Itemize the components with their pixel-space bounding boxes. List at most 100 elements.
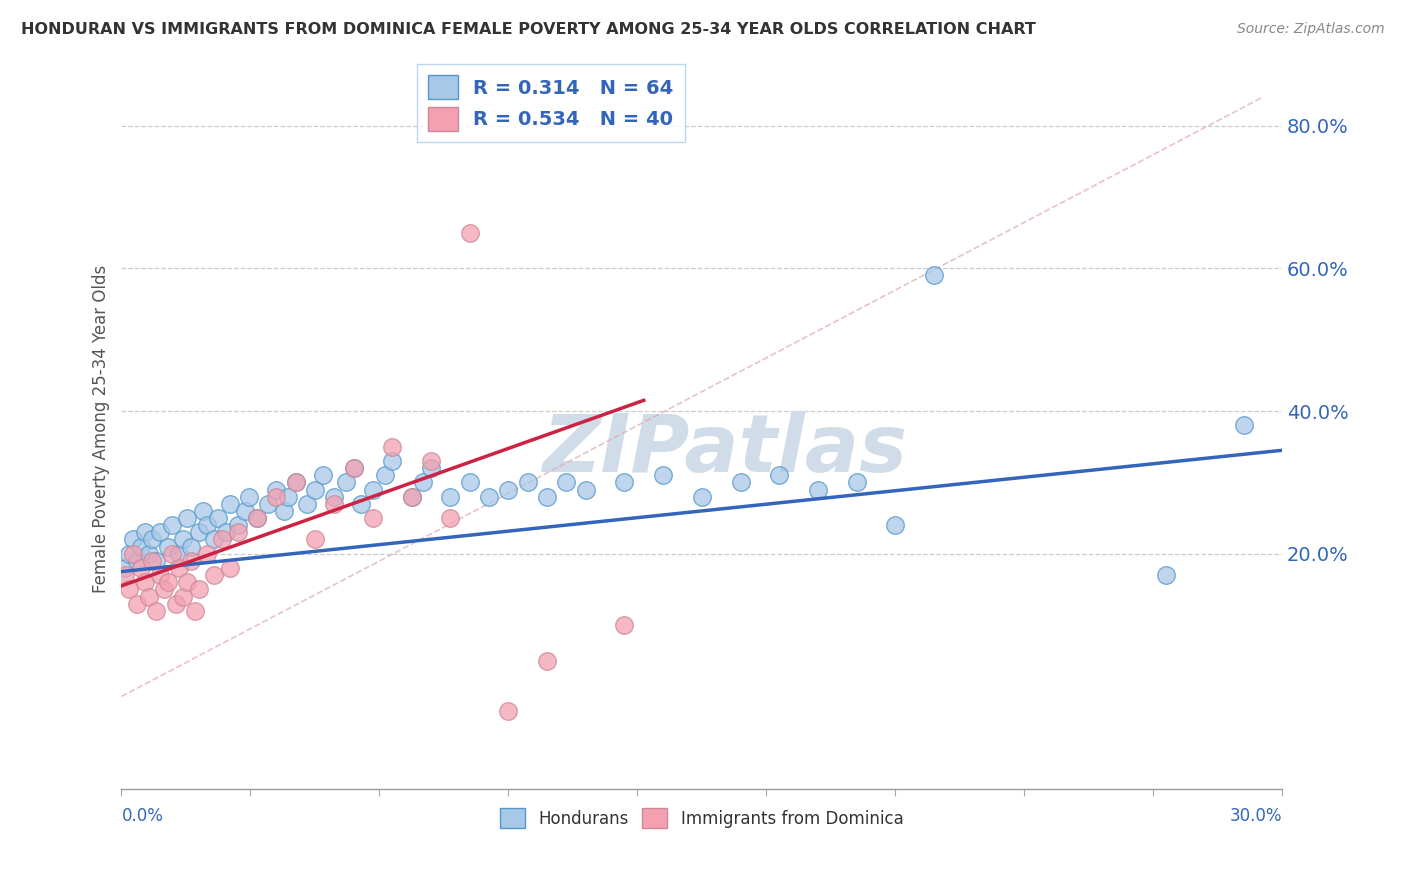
Point [374, 468, 396, 483]
Point [160, 547, 183, 561]
Point [145, 604, 167, 618]
Point [141, 554, 163, 568]
Point [458, 226, 481, 240]
Point [191, 504, 214, 518]
Point [141, 533, 163, 547]
Text: HONDURAN VS IMMIGRANTS FROM DOMINICA FEMALE POVERTY AMONG 25-34 YEAR OLDS CORREL: HONDURAN VS IMMIGRANTS FROM DOMINICA FEM… [21, 22, 1036, 37]
Point [129, 540, 152, 554]
Point [1232, 418, 1254, 433]
Point [1154, 568, 1177, 582]
Point [304, 533, 326, 547]
Point [160, 518, 183, 533]
Point [342, 461, 364, 475]
Point [613, 618, 636, 632]
Point [187, 582, 209, 597]
Point [233, 504, 256, 518]
Y-axis label: Female Poverty Among 25-34 Year Olds: Female Poverty Among 25-34 Year Olds [93, 265, 110, 593]
Point [134, 575, 156, 590]
Point [202, 568, 225, 582]
Point [264, 490, 287, 504]
Point [149, 568, 172, 582]
Point [311, 468, 333, 483]
Point [129, 561, 152, 575]
Point [172, 533, 194, 547]
Text: ZIPatlas: ZIPatlas [543, 411, 907, 490]
Point [342, 461, 364, 475]
Point [156, 540, 179, 554]
Point [218, 561, 240, 575]
Point [138, 547, 160, 561]
Point [156, 575, 179, 590]
Point [652, 468, 675, 483]
Text: 30.0%: 30.0% [1230, 807, 1282, 825]
Point [295, 497, 318, 511]
Point [125, 597, 148, 611]
Point [498, 483, 520, 497]
Point [922, 268, 945, 283]
Point [172, 590, 194, 604]
Point [238, 490, 260, 504]
Point [118, 582, 141, 597]
Point [211, 533, 233, 547]
Point [153, 582, 176, 597]
Point [257, 497, 280, 511]
Point [401, 490, 423, 504]
Point [246, 511, 269, 525]
Point [215, 525, 238, 540]
Point [478, 490, 501, 504]
Point [845, 475, 868, 490]
Point [284, 475, 307, 490]
Point [335, 475, 357, 490]
Point [176, 511, 198, 525]
Point [439, 490, 461, 504]
Point [439, 511, 461, 525]
Point [122, 547, 145, 561]
Point [420, 461, 443, 475]
Point [226, 518, 249, 533]
Point [536, 490, 558, 504]
Point [277, 490, 299, 504]
Point [114, 568, 136, 582]
Point [555, 475, 578, 490]
Point [169, 561, 191, 575]
Point [187, 525, 209, 540]
Point [412, 475, 434, 490]
Point [884, 518, 907, 533]
Text: Source: ZipAtlas.com: Source: ZipAtlas.com [1237, 22, 1385, 37]
Point [730, 475, 752, 490]
Point [218, 497, 240, 511]
Point [184, 604, 207, 618]
Point [165, 597, 187, 611]
Legend: Hondurans, Immigrants from Dominica: Hondurans, Immigrants from Dominica [494, 801, 910, 835]
Point [690, 490, 713, 504]
Point [145, 554, 167, 568]
Point [195, 547, 218, 561]
Point [169, 547, 191, 561]
Point [420, 454, 443, 468]
Point [226, 525, 249, 540]
Point [381, 440, 404, 454]
Point [516, 475, 538, 490]
Point [273, 504, 295, 518]
Point [458, 475, 481, 490]
Point [361, 483, 384, 497]
Point [180, 554, 202, 568]
Point [138, 590, 160, 604]
Point [401, 490, 423, 504]
Text: 0.0%: 0.0% [121, 807, 163, 825]
Point [134, 525, 156, 540]
Point [323, 490, 346, 504]
Point [304, 483, 326, 497]
Point [284, 475, 307, 490]
Point [202, 533, 225, 547]
Point [149, 525, 172, 540]
Point [118, 547, 141, 561]
Point [207, 511, 229, 525]
Point [807, 483, 830, 497]
Point [381, 454, 404, 468]
Point [125, 554, 148, 568]
Point [613, 475, 636, 490]
Point [350, 497, 373, 511]
Point [195, 518, 218, 533]
Point [361, 511, 384, 525]
